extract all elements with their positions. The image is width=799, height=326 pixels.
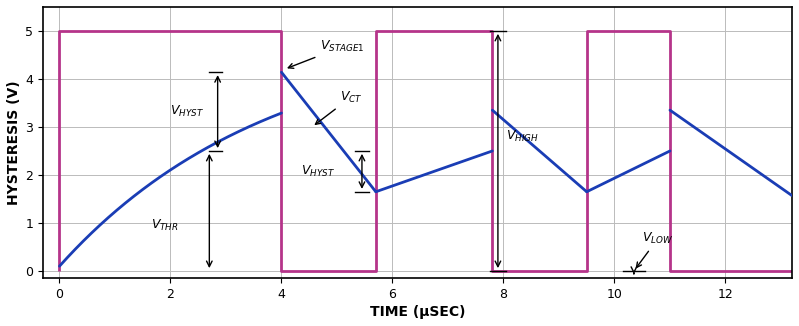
Text: $V_{HIGH}$: $V_{HIGH}$ bbox=[507, 129, 539, 144]
Text: $V_{LOW}$: $V_{LOW}$ bbox=[637, 231, 674, 268]
Text: $V_{CT}$: $V_{CT}$ bbox=[316, 90, 362, 124]
X-axis label: TIME (μSEC): TIME (μSEC) bbox=[370, 305, 465, 319]
Text: $V_{HYST}$: $V_{HYST}$ bbox=[170, 104, 205, 119]
Y-axis label: HYSTERESIS (V): HYSTERESIS (V) bbox=[7, 80, 21, 205]
Text: $V_{THR}$: $V_{THR}$ bbox=[151, 218, 179, 233]
Text: $V_{HYST}$: $V_{HYST}$ bbox=[301, 164, 335, 179]
Text: $V_{STAGE1}$: $V_{STAGE1}$ bbox=[288, 39, 365, 68]
